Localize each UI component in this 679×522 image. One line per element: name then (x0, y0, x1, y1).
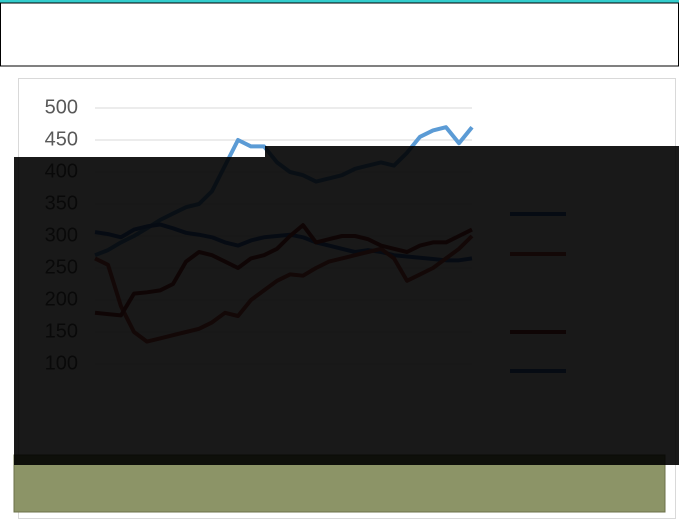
top-bar (0, 0, 679, 3)
overlay-left (14, 157, 679, 465)
y-tick-label: 450 (45, 128, 78, 150)
overlay-top (265, 146, 679, 157)
y-tick-label: 500 (45, 96, 78, 118)
header-box (0, 2, 679, 67)
